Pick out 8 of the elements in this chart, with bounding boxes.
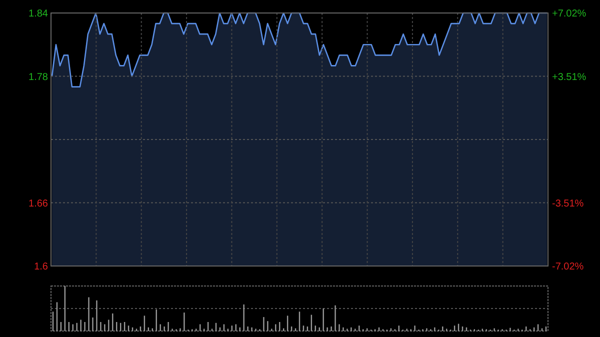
y-tick-label: 1.84 (28, 8, 48, 20)
y2-tick-label: -7.02% (552, 262, 584, 272)
y2-tick-label: -3.51% (552, 198, 584, 210)
y-tick-label: 1.78 (28, 72, 48, 83)
y2-tick-label: +3.51% (552, 72, 586, 83)
y2-tick-label: +7.02% (552, 8, 586, 20)
y-tick-label: 1.6 (34, 262, 48, 272)
y-tick-label: 1.66 (28, 198, 48, 210)
